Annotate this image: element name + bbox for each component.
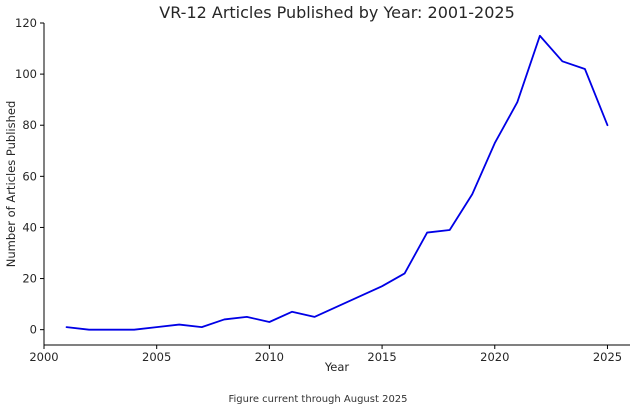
figure-caption: Figure current through August 2025: [228, 394, 407, 405]
x-axis-ticks: 2000 2005 2010 2015 2020 2025: [29, 345, 622, 364]
data-point: [155, 326, 158, 329]
data-point: [358, 295, 361, 298]
data-point: [493, 142, 496, 145]
data-point: [313, 315, 316, 318]
axes: [43, 23, 630, 346]
data-point: [381, 285, 384, 288]
series-line: [65, 34, 609, 331]
x-axis-label: Year: [324, 360, 350, 374]
data-point: [133, 328, 136, 331]
y-tick-label: 40: [22, 220, 37, 234]
data-point: [561, 60, 564, 63]
data-point: [448, 229, 451, 232]
y-tick-label: 20: [22, 272, 37, 286]
data-point: [110, 328, 113, 331]
x-tick-label: 2010: [255, 350, 284, 364]
data-point: [606, 124, 609, 127]
data-point: [426, 231, 429, 234]
data-point: [268, 321, 271, 324]
y-axis-ticks: 0 20 40 60 80 100 120: [15, 16, 44, 337]
data-point: [516, 101, 519, 104]
y-tick-label: 100: [15, 67, 37, 81]
plot-area: [65, 34, 609, 331]
chart-title: VR-12 Articles Published by Year: 2001-2…: [159, 3, 515, 22]
x-tick-label: 2015: [367, 350, 396, 364]
y-tick-label: 60: [22, 169, 37, 183]
data-point: [200, 326, 203, 329]
data-point: [583, 68, 586, 71]
data-point: [336, 305, 339, 308]
y-tick-label: 120: [15, 16, 37, 30]
y-tick-label: 0: [30, 323, 37, 337]
data-point: [403, 272, 406, 275]
data-point: [65, 326, 68, 329]
x-tick-label: 2005: [142, 350, 171, 364]
data-point: [88, 328, 91, 331]
data-point: [178, 323, 181, 326]
data-point: [245, 315, 248, 318]
y-axis-label: Number of Articles Published: [4, 101, 18, 268]
x-tick-label: 2020: [480, 350, 509, 364]
y-tick-label: 80: [22, 118, 37, 132]
data-point: [223, 318, 226, 321]
data-point: [538, 34, 541, 37]
x-tick-label: 2000: [29, 350, 58, 364]
data-point: [471, 193, 474, 196]
x-tick-label: 2025: [593, 350, 622, 364]
data-point: [290, 310, 293, 313]
